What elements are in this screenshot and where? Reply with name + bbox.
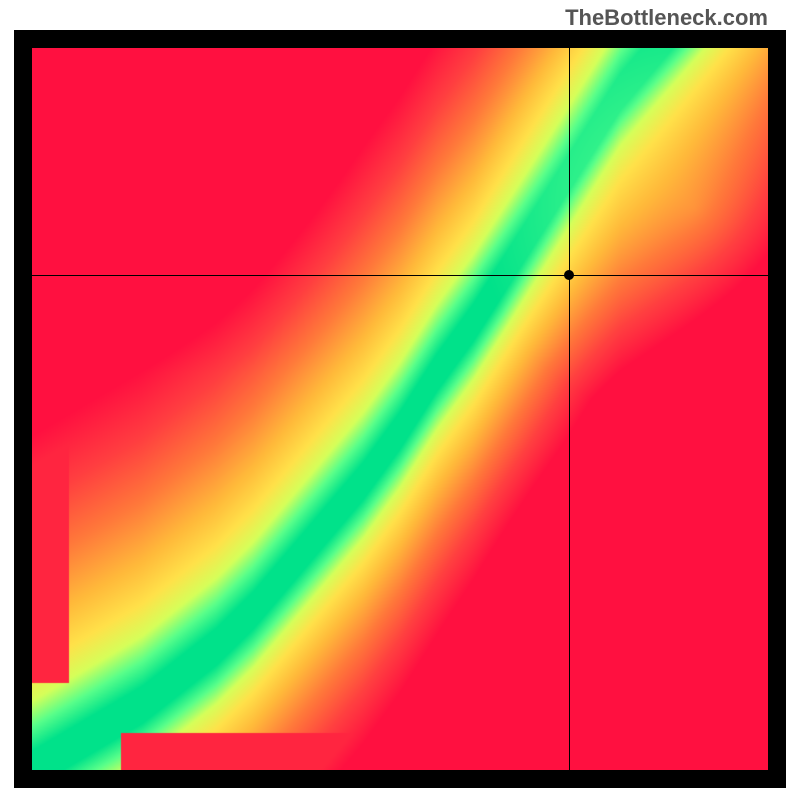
heatmap-canvas (32, 48, 768, 770)
crosshair-marker (564, 270, 574, 280)
crosshair-horizontal (32, 275, 768, 276)
watermark-text: TheBottleneck.com (565, 5, 768, 31)
crosshair-vertical (569, 48, 570, 770)
chart-container: TheBottleneck.com (0, 0, 800, 800)
chart-frame (14, 30, 786, 788)
